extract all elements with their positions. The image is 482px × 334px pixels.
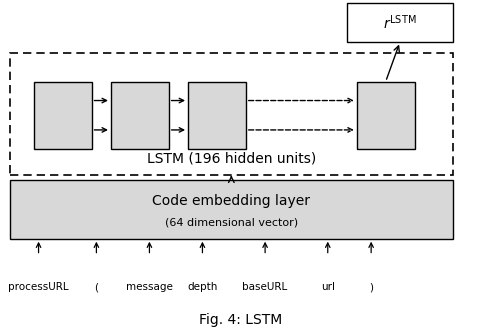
Text: $r^{\mathrm{LSTM}}$: $r^{\mathrm{LSTM}}$ [383, 13, 417, 32]
Text: baseURL: baseURL [242, 282, 288, 292]
Text: url: url [321, 282, 335, 292]
Text: Code embedding layer: Code embedding layer [152, 194, 310, 208]
Bar [357, 82, 415, 149]
Text: LSTM (196 hidden units): LSTM (196 hidden units) [147, 152, 316, 166]
Bar [34, 82, 92, 149]
Text: (: ( [94, 282, 98, 292]
Text: depth: depth [187, 282, 218, 292]
Bar [347, 3, 453, 42]
Text: processURL: processURL [8, 282, 69, 292]
Bar [188, 82, 246, 149]
Bar [10, 53, 453, 175]
Text: message: message [126, 282, 173, 292]
Text: (64 dimensional vector): (64 dimensional vector) [165, 217, 298, 227]
Bar [10, 180, 453, 239]
Text: Fig. 4: LSTM: Fig. 4: LSTM [200, 313, 282, 327]
Text: ): ) [369, 282, 373, 292]
Bar [111, 82, 169, 149]
